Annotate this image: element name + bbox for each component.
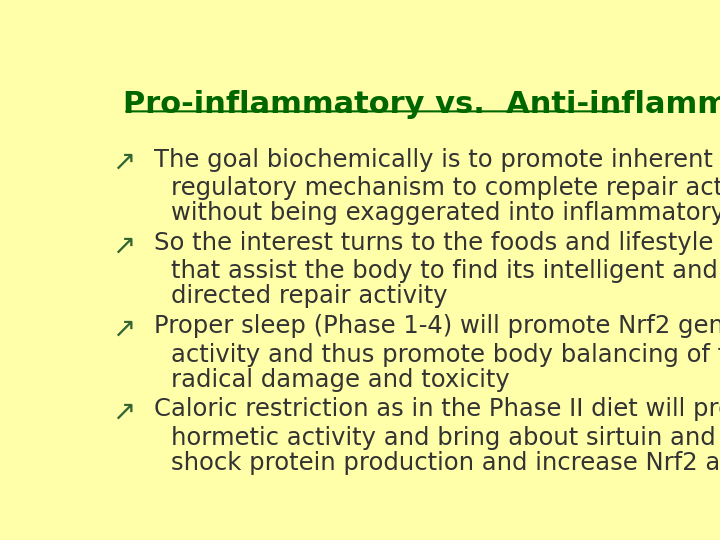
Text: The goal biochemically is to promote inherent cell: The goal biochemically is to promote inh… — [154, 148, 720, 172]
Text: Proper sleep (Phase 1-4) will promote Nrf2 gene: Proper sleep (Phase 1-4) will promote Nr… — [154, 314, 720, 338]
Text: radical damage and toxicity: radical damage and toxicity — [171, 368, 510, 392]
Text: Caloric restriction as in the Phase II diet will promote: Caloric restriction as in the Phase II d… — [154, 397, 720, 421]
Text: directed repair activity: directed repair activity — [171, 285, 448, 308]
Text: without being exaggerated into inflammatory chaos: without being exaggerated into inflammat… — [171, 201, 720, 225]
Text: So the interest turns to the foods and lifestyle events: So the interest turns to the foods and l… — [154, 231, 720, 255]
Text: that assist the body to find its intelligent and innately: that assist the body to find its intelli… — [171, 259, 720, 284]
Text: regulatory mechanism to complete repair activity: regulatory mechanism to complete repair … — [171, 176, 720, 200]
Text: hormetic activity and bring about sirtuin and heat: hormetic activity and bring about sirtui… — [171, 426, 720, 450]
Text: ↗: ↗ — [112, 397, 135, 426]
Text: ↗: ↗ — [112, 148, 135, 176]
Text: activity and thus promote body balancing of free: activity and thus promote body balancing… — [171, 342, 720, 367]
Text: shock protein production and increase Nrf2 activity: shock protein production and increase Nr… — [171, 451, 720, 475]
Text: ↗: ↗ — [112, 231, 135, 259]
Text: ↗: ↗ — [112, 314, 135, 342]
Text: Pro-inflammatory vs.  Anti-inflammatory: Pro-inflammatory vs. Anti-inflammatory — [124, 90, 720, 119]
